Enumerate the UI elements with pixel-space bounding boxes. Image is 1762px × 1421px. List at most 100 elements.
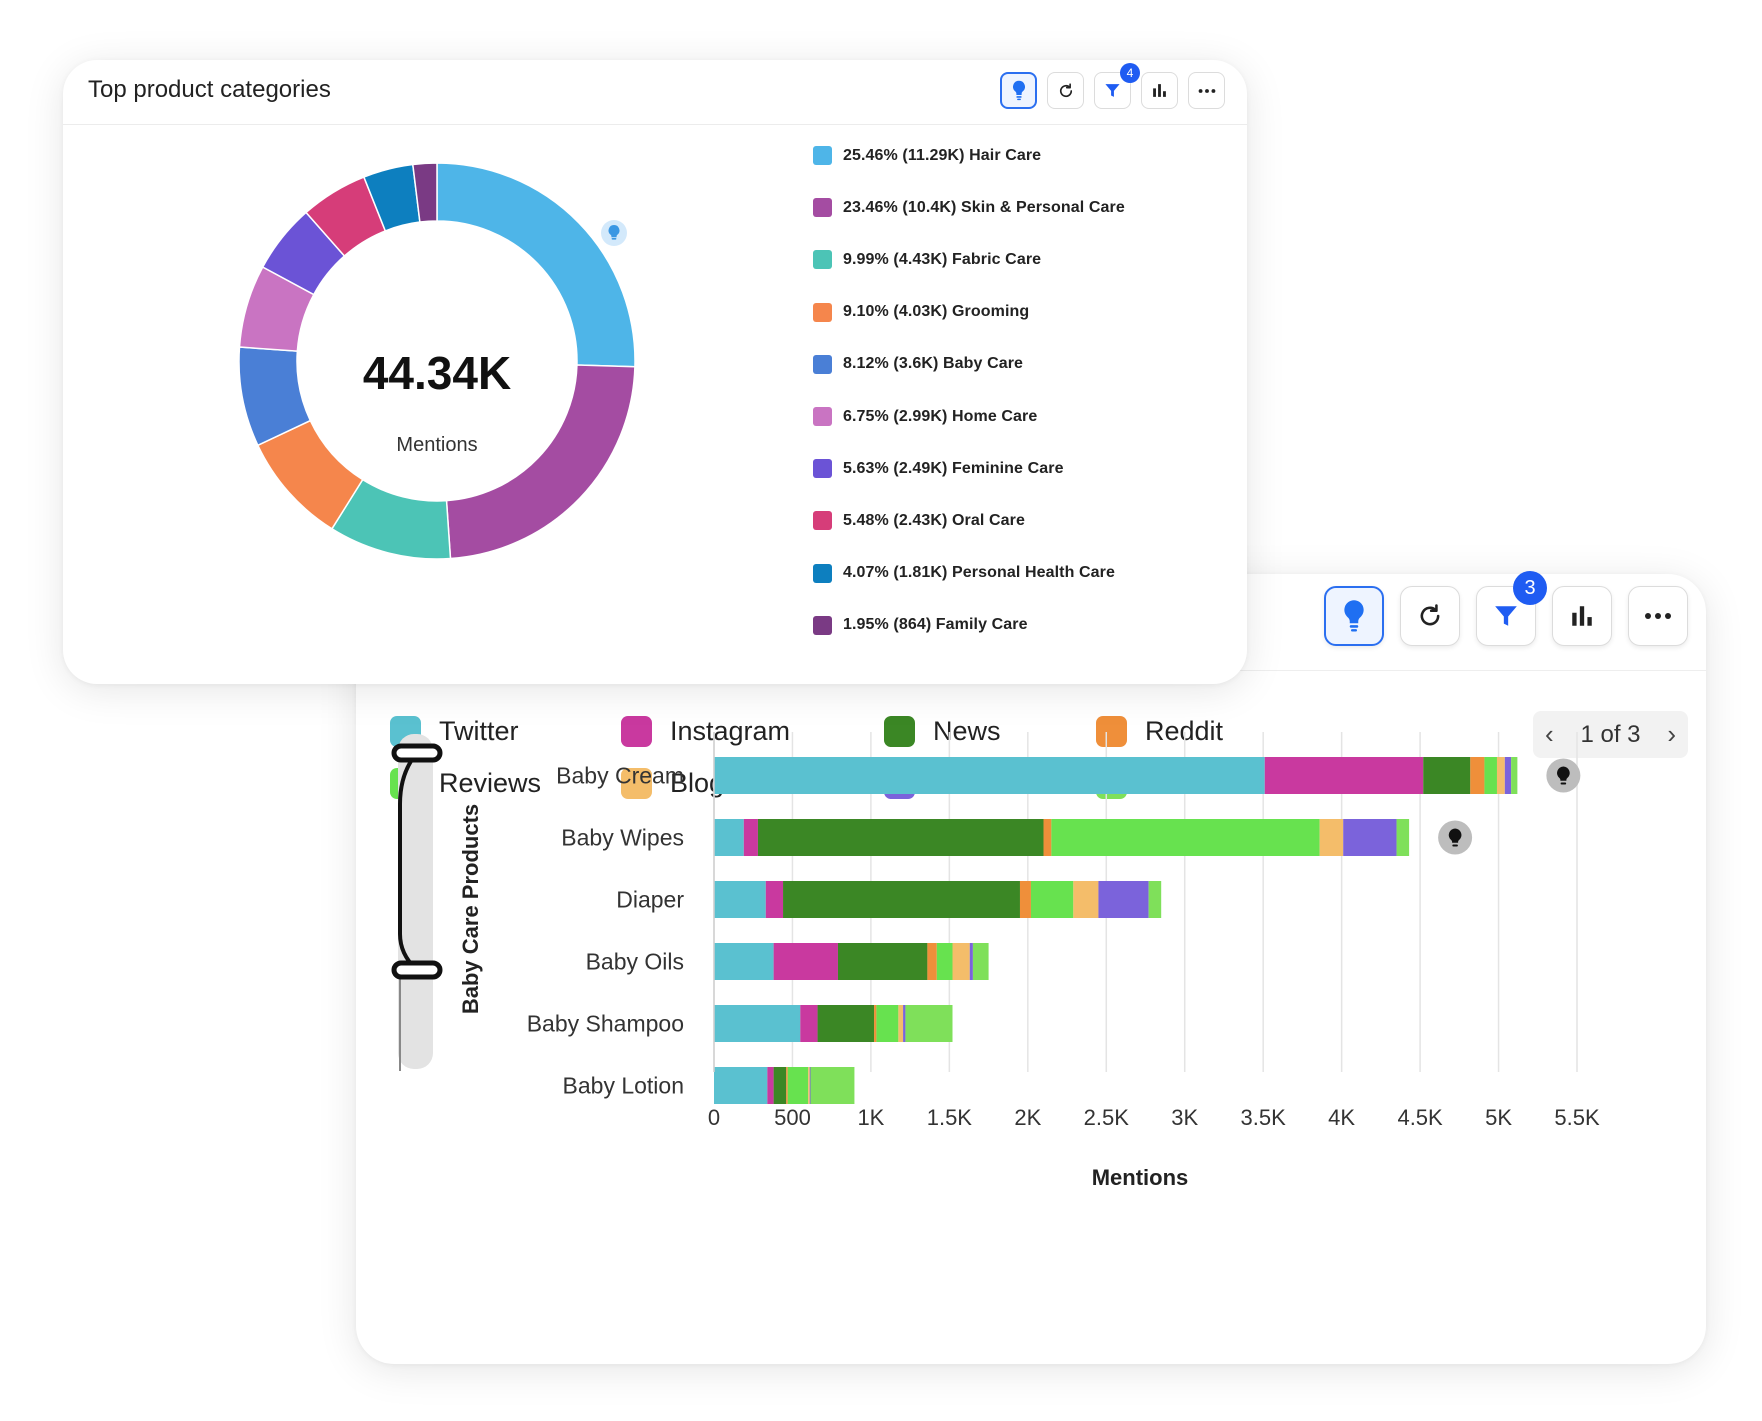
refresh-button[interactable] [1400, 586, 1460, 646]
platform-legend-item[interactable]: Reddit [1096, 716, 1223, 747]
insight-marker-icon[interactable] [1546, 758, 1581, 793]
legend-item[interactable]: 9.99% (4.43K) Fabric Care [813, 250, 1041, 270]
bar-segment-twitter[interactable] [714, 943, 774, 980]
bar-segment-news[interactable] [1423, 757, 1471, 794]
platform-legend-item[interactable]: Instagram [621, 716, 790, 747]
bar-segment-news[interactable] [757, 819, 1044, 856]
insights-button[interactable] [1000, 72, 1037, 109]
x-tick-label: 4.5K [1397, 1105, 1443, 1130]
bar-segment-reviews[interactable] [1051, 819, 1320, 856]
legend-item[interactable]: 5.48% (2.43K) Oral Care [813, 511, 1025, 531]
bar-segment-tv[interactable] [1504, 757, 1512, 794]
bar-segment-twitter[interactable] [714, 1067, 768, 1104]
bar-segment-forums[interactable] [1148, 881, 1162, 918]
bar-segment-instagram[interactable] [743, 819, 758, 856]
bar-segment-reddit[interactable] [927, 943, 937, 980]
bar-segment-news[interactable] [783, 881, 1020, 918]
y-tick-label: Diaper [616, 887, 684, 913]
platform-legend-item[interactable]: News [884, 716, 1001, 747]
bar-chart-icon [1572, 606, 1592, 626]
bar-segment-forums[interactable] [810, 1067, 855, 1104]
bar-segment-tv[interactable] [903, 1005, 906, 1042]
bar-segment-reddit[interactable] [1019, 881, 1031, 918]
bar-segment-reviews[interactable] [1030, 881, 1074, 918]
slider-handle-top[interactable] [391, 743, 443, 763]
bar-segment-reviews[interactable] [787, 1067, 809, 1104]
bar-segment-news[interactable] [773, 1067, 787, 1104]
bar-segment-blogs-websites[interactable] [1496, 757, 1505, 794]
bar-segment-reviews[interactable] [936, 943, 953, 980]
insight-marker-icon[interactable] [1438, 820, 1473, 855]
legend-item[interactable]: 1.95% (864) Family Care [813, 615, 1028, 635]
zoom-slider[interactable] [391, 734, 443, 1071]
bar-segment-twitter[interactable] [714, 1005, 801, 1042]
legend-item[interactable]: 5.63% (2.49K) Feminine Care [813, 459, 1064, 479]
x-tick-label: 3.5K [1241, 1105, 1287, 1130]
legend-item[interactable]: 25.46% (11.29K) Hair Care [813, 146, 1041, 165]
bar-segment-twitter[interactable] [714, 881, 766, 918]
legend-item[interactable]: 4.07% (1.81K) Personal Health Care [813, 563, 1115, 583]
refresh-button[interactable] [1047, 72, 1084, 109]
bar-segment-blogs-websites[interactable] [808, 1067, 810, 1104]
chevron-right-icon[interactable]: › [1667, 719, 1676, 749]
legend-item[interactable]: 23.46% (10.4K) Skin & Personal Care [813, 198, 1125, 218]
filter-button[interactable]: 4 [1094, 63, 1140, 109]
bar-segment-tv[interactable] [969, 943, 973, 980]
bar-segment-news[interactable] [817, 1005, 875, 1042]
y-tick-label: Baby Oils [586, 949, 684, 975]
bar-segment-reddit[interactable] [786, 1067, 788, 1104]
bar-segment-reddit[interactable] [874, 1005, 877, 1042]
chart-type-button[interactable] [1552, 586, 1612, 646]
x-tick-label: 0 [708, 1105, 720, 1130]
bar-segment-instagram[interactable] [765, 881, 784, 918]
bar-segment-blogs-websites[interactable] [1319, 819, 1344, 856]
donut-slice-family-care[interactable] [411, 162, 438, 223]
bar-segment-reddit[interactable] [1043, 819, 1052, 856]
legend-label: 1.95% (864) Family Care [843, 616, 1028, 634]
bar-segment-forums[interactable] [1511, 757, 1518, 794]
donut-slices [238, 162, 636, 560]
x-axis-title: Mentions [1092, 1165, 1189, 1190]
legend-item[interactable]: 6.75% (2.99K) Home Care [813, 407, 1037, 426]
legend-swatch [813, 302, 832, 322]
donut-slice-hair-care[interactable] [436, 162, 636, 368]
bar-segment-instagram[interactable] [773, 943, 838, 980]
bar-segment-forums[interactable] [1396, 819, 1410, 856]
slider-handle-bottom[interactable] [391, 960, 443, 980]
more-options-button[interactable] [1188, 72, 1225, 109]
bar-segment-reddit[interactable] [1470, 757, 1485, 794]
donut-total-label: Mentions [396, 434, 477, 456]
bar-segment-tv[interactable] [1098, 881, 1149, 918]
legend-item[interactable]: 9.10% (4.03K) Grooming [813, 302, 1029, 322]
insights-button[interactable] [1324, 586, 1384, 646]
chart-type-button[interactable] [1141, 72, 1178, 109]
bar-segment-reviews[interactable] [1484, 757, 1497, 794]
y-tick-label: Baby Wipes [561, 825, 684, 851]
bar-segment-blogs-websites[interactable] [1073, 881, 1099, 918]
bar-segment-news[interactable] [837, 943, 928, 980]
slider-range [398, 752, 418, 971]
bar-segment-instagram[interactable] [767, 1067, 774, 1104]
bar-segment-blogs-websites[interactable] [898, 1005, 904, 1042]
widget-toolbar: 4 [990, 63, 1225, 109]
x-tick-label: 2K [1014, 1105, 1041, 1130]
bar-segment-twitter[interactable] [714, 819, 744, 856]
chevron-left-icon[interactable]: ‹ [1545, 719, 1554, 749]
legend-item[interactable]: 8.12% (3.6K) Baby Care [813, 354, 1023, 374]
bar-segment-forums[interactable] [972, 943, 989, 980]
bar-segment-blogs-websites[interactable] [952, 943, 970, 980]
legend-swatch [813, 407, 832, 426]
stacked-bar-chart: Baby Care Products 0 500 1K 1.5K 2K 2.5K 3K 3.5K… [391, 732, 1600, 1190]
bar-segment-twitter[interactable] [714, 757, 1265, 794]
more-options-button[interactable] [1628, 586, 1688, 646]
filter-button[interactable]: 3 [1476, 571, 1547, 646]
insight-marker-icon[interactable] [601, 220, 627, 246]
platform-mentions-card: 3 TwitterInstagramNewsRedditReviewsBlogs… [356, 571, 1706, 1364]
bar-segment-reviews[interactable] [876, 1005, 899, 1042]
bar-segment-instagram[interactable] [1264, 757, 1424, 794]
bar-segment-forums[interactable] [905, 1005, 953, 1042]
bar-segment-tv[interactable] [1343, 819, 1397, 856]
legend-swatch [813, 198, 832, 218]
bar-segment-tv[interactable] [809, 1067, 811, 1104]
bar-segment-instagram[interactable] [800, 1005, 818, 1042]
